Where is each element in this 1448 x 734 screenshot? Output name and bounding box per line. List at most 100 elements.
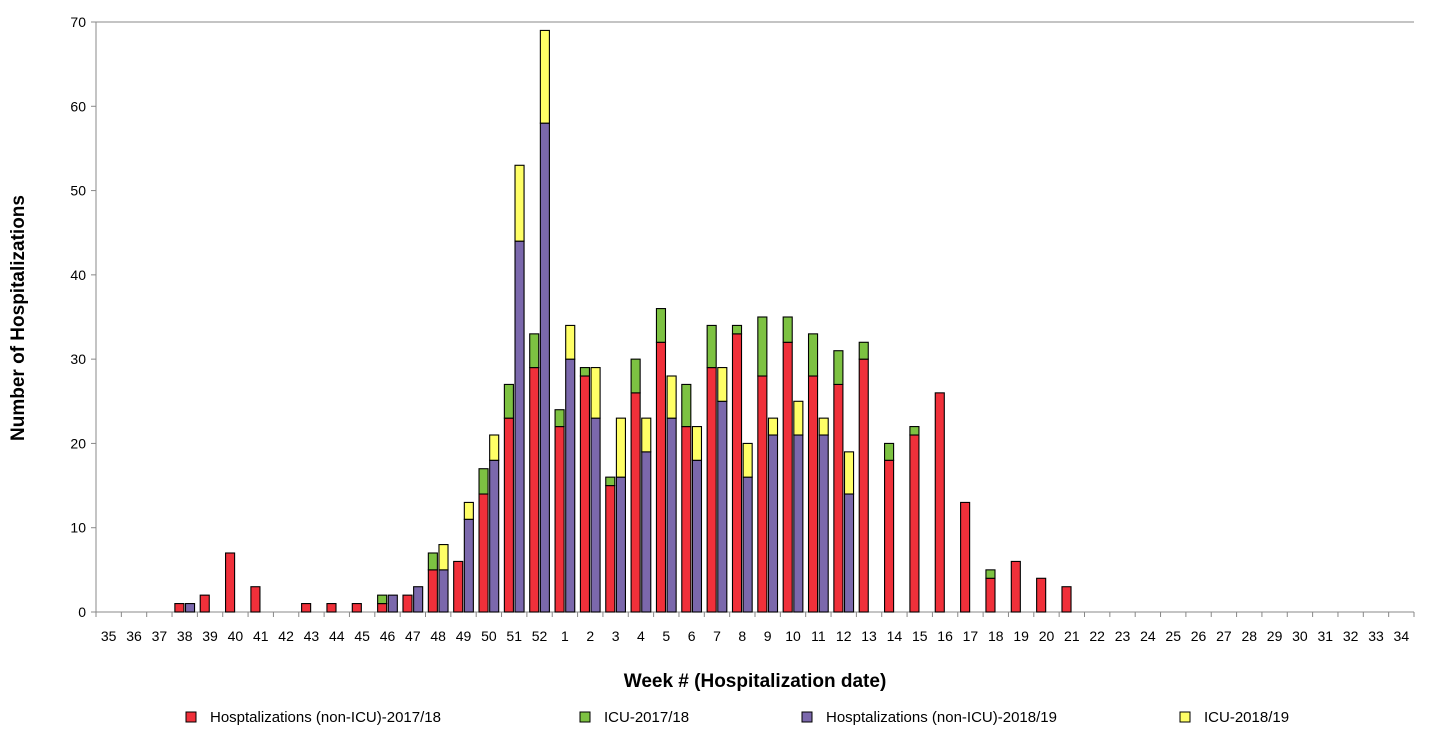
bar-hosptalizations-non-icu-2017-18-week-50 — [478, 493, 489, 613]
x-tick-label: 36 — [126, 628, 142, 644]
x-tick-label: 14 — [887, 628, 903, 644]
bar-icu-2017-18-week-11 — [807, 333, 819, 377]
legend-swatch — [579, 711, 591, 723]
x-tick-label: 11 — [811, 628, 826, 644]
bar-hosptalizations-non-icu-2017-18-week-19 — [1010, 560, 1021, 613]
bar-hosptalizations-non-icu-2018-19-week-12 — [843, 493, 855, 613]
x-tick-label: 32 — [1343, 628, 1359, 644]
x-tick-label: 34 — [1394, 628, 1410, 644]
x-tick-label: 49 — [456, 628, 472, 644]
bar-icu-2018-19-week-4 — [641, 417, 652, 453]
y-tick-label: 70 — [70, 14, 86, 30]
bar-hosptalizations-non-icu-2017-18-week-52 — [529, 367, 540, 613]
x-tick-label: 7 — [713, 628, 721, 644]
x-tick-label: 41 — [253, 628, 269, 644]
x-tick-label: 33 — [1368, 628, 1384, 644]
x-tick-label: 3 — [612, 628, 620, 644]
y-tick-label: 60 — [70, 98, 86, 114]
bar-icu-2018-19-week-8 — [742, 442, 753, 478]
bar-icu-2018-19-week-6 — [691, 426, 703, 461]
legend-swatch — [185, 711, 197, 723]
legend: Hosptalizations (non-ICU)-2017/18 ICU-201… — [185, 709, 1289, 726]
bar-hosptalizations-non-icu-2017-18-week-18 — [985, 577, 996, 613]
bar-icu-2017-18-week-10 — [782, 316, 793, 343]
bar-icu-2017-18-week-4 — [630, 358, 641, 394]
bar-icu-2018-19-week-3 — [615, 417, 626, 478]
x-tick-label: 9 — [764, 628, 772, 644]
x-tick-label: 28 — [1241, 628, 1257, 644]
x-tick-label: 19 — [1013, 628, 1029, 644]
x-tick-label: 31 — [1317, 628, 1333, 644]
y-tick-label: 30 — [70, 351, 86, 367]
x-tick-label: 6 — [688, 628, 696, 644]
bar-icu-2017-18-week-18 — [985, 569, 996, 579]
legend-label: ICU-2017/18 — [604, 709, 689, 726]
bar-hosptalizations-non-icu-2018-19-week-6 — [691, 459, 703, 613]
bar-icu-2017-18-week-14 — [884, 442, 895, 461]
bar-hosptalizations-non-icu-2017-18-week-41 — [250, 586, 261, 613]
x-tick-label: 26 — [1191, 628, 1207, 644]
x-tick-label: 16 — [937, 628, 953, 644]
legend-swatch — [801, 711, 813, 723]
x-tick-label: 4 — [637, 628, 645, 644]
bar-icu-2018-19-week-10 — [793, 400, 804, 436]
bar-hosptalizations-non-icu-2017-18-week-43 — [301, 603, 312, 613]
x-tick-label: 30 — [1292, 628, 1308, 644]
bar-hosptalizations-non-icu-2018-19-week-10 — [793, 434, 804, 613]
y-tick-label: 20 — [70, 435, 86, 451]
bar-hosptalizations-non-icu-2017-18-week-47 — [402, 594, 413, 613]
y-axis: 0 10 20 30 40 50 60 70 — [70, 14, 1414, 620]
bar-hosptalizations-non-icu-2017-18-week-40 — [225, 552, 236, 613]
bar-icu-2018-19-week-9 — [767, 417, 779, 436]
x-tick-label: 10 — [785, 628, 801, 644]
bar-icu-2018-19-week-7 — [717, 367, 728, 402]
bar-icu-2017-18-week-8 — [731, 324, 743, 335]
x-tick-label: 23 — [1115, 628, 1131, 644]
bar-hosptalizations-non-icu-2017-18-week-11 — [807, 375, 819, 613]
bar-icu-2017-18-week-3 — [605, 476, 616, 487]
bar-hosptalizations-non-icu-2018-19-week-8 — [742, 476, 753, 613]
x-tick-label: 45 — [354, 628, 370, 644]
bar-hosptalizations-non-icu-2018-19-week-52 — [539, 122, 550, 613]
x-tick-label: 42 — [278, 628, 294, 644]
bar-hosptalizations-non-icu-2017-18-week-15 — [909, 434, 920, 613]
bar-icu-2018-19-week-49 — [463, 501, 474, 520]
x-tick-label: 35 — [101, 628, 117, 644]
bar-hosptalizations-non-icu-2018-19-week-49 — [463, 518, 474, 613]
bar-icu-2018-19-week-52 — [539, 29, 550, 124]
bar-hosptalizations-non-icu-2017-18-week-7 — [706, 367, 717, 613]
x-tick-label: 47 — [405, 628, 421, 644]
x-tick-label: 21 — [1064, 628, 1080, 644]
y-tick-label: 40 — [70, 267, 86, 283]
bar-hosptalizations-non-icu-2018-19-week-4 — [641, 451, 652, 613]
x-tick-label: 40 — [228, 628, 244, 644]
bar-hosptalizations-non-icu-2017-18-week-51 — [503, 417, 514, 613]
bar-hosptalizations-non-icu-2017-18-week-14 — [884, 459, 895, 613]
bar-hosptalizations-non-icu-2017-18-week-44 — [326, 603, 337, 613]
bar-hosptalizations-non-icu-2018-19-week-3 — [615, 476, 626, 613]
bar-hosptalizations-non-icu-2017-18-week-2 — [579, 375, 590, 613]
bar-icu-2017-18-week-48 — [427, 552, 438, 571]
bar-hosptalizations-non-icu-2018-19-week-1 — [565, 358, 576, 613]
bar-hosptalizations-non-icu-2017-18-week-1 — [554, 426, 565, 613]
bar-icu-2017-18-week-5 — [655, 308, 667, 343]
bar-icu-2017-18-week-50 — [478, 468, 489, 495]
bar-hosptalizations-non-icu-2018-19-week-48 — [438, 569, 449, 613]
x-tick-label: 46 — [380, 628, 396, 644]
bar-icu-2018-19-week-2 — [590, 367, 601, 419]
bar-hosptalizations-non-icu-2018-19-week-7 — [717, 400, 728, 613]
bar-hosptalizations-non-icu-2017-18-week-48 — [427, 569, 438, 613]
x-tick-label: 50 — [481, 628, 497, 644]
x-tick-label: 24 — [1140, 628, 1156, 644]
bar-icu-2017-18-week-15 — [909, 426, 920, 436]
x-tick-label: 8 — [738, 628, 746, 644]
bar-hosptalizations-non-icu-2017-18-week-49 — [453, 560, 464, 613]
bar-icu-2018-19-week-51 — [514, 164, 525, 242]
bar-hosptalizations-non-icu-2018-19-week-46 — [387, 594, 398, 613]
x-tick-label: 20 — [1039, 628, 1055, 644]
x-axis-title: Week # (Hospitalization date) — [624, 671, 887, 692]
x-tick-label: 37 — [152, 628, 168, 644]
bar-icu-2017-18-week-52 — [529, 333, 540, 369]
x-tick-label: 12 — [836, 628, 852, 644]
